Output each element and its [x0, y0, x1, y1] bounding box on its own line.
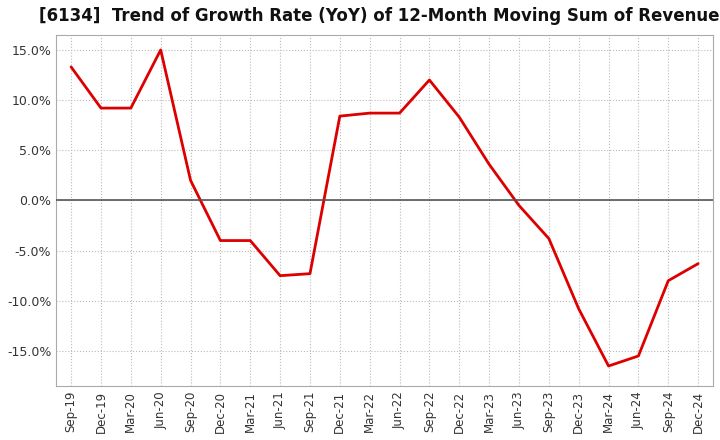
Title: [6134]  Trend of Growth Rate (YoY) of 12-Month Moving Sum of Revenues: [6134] Trend of Growth Rate (YoY) of 12-…: [40, 7, 720, 25]
